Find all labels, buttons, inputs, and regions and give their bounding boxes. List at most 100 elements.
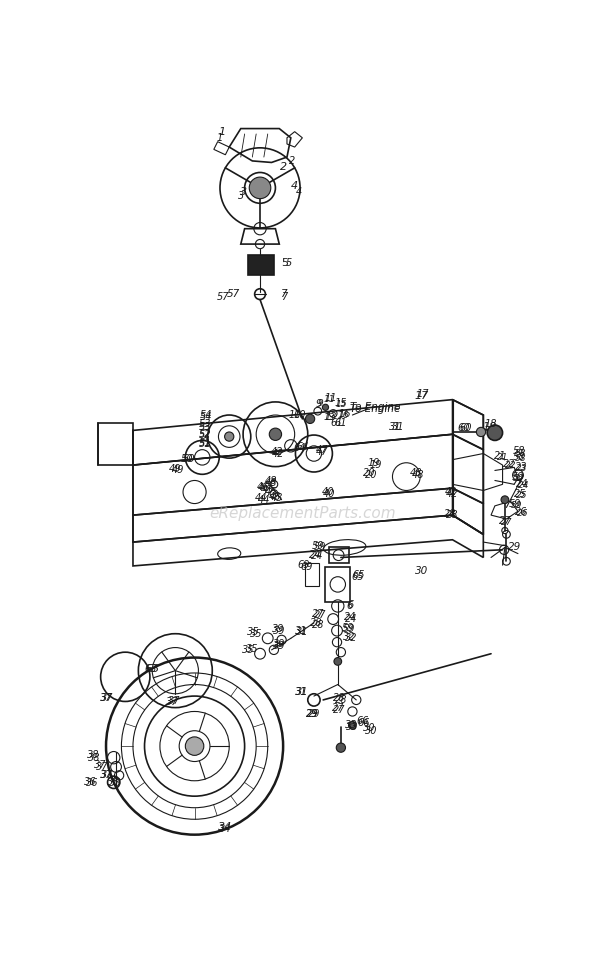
Text: 69: 69: [297, 560, 309, 570]
Text: 60: 60: [460, 424, 472, 433]
Text: 1: 1: [217, 133, 223, 142]
Text: 20: 20: [363, 467, 376, 478]
Text: 52: 52: [198, 430, 211, 440]
Text: 9: 9: [317, 399, 323, 408]
Text: 48: 48: [266, 476, 278, 487]
Text: 43: 43: [271, 493, 283, 503]
Text: 64: 64: [296, 443, 309, 452]
Text: 32: 32: [343, 632, 356, 641]
Text: 59: 59: [513, 473, 525, 483]
Text: 31: 31: [296, 627, 309, 637]
Text: 31: 31: [294, 625, 307, 636]
Text: 50: 50: [183, 454, 195, 464]
Circle shape: [476, 427, 486, 437]
Text: 34: 34: [219, 823, 232, 834]
Text: 2: 2: [280, 163, 287, 172]
Text: 24: 24: [517, 482, 529, 490]
Text: 29: 29: [307, 708, 320, 719]
Text: 4: 4: [296, 186, 301, 197]
Text: 42: 42: [272, 448, 285, 459]
Text: 22: 22: [503, 459, 515, 468]
Text: 57: 57: [217, 293, 230, 302]
Text: 22: 22: [504, 461, 516, 469]
Circle shape: [349, 722, 356, 729]
Text: 44: 44: [258, 494, 270, 505]
Text: 21: 21: [494, 451, 507, 461]
Circle shape: [336, 743, 346, 752]
Text: 37: 37: [100, 770, 112, 779]
Text: 66: 66: [358, 718, 371, 728]
Text: 42: 42: [271, 447, 283, 457]
Text: 29: 29: [507, 542, 521, 553]
Text: 2: 2: [289, 156, 296, 166]
Text: 24: 24: [516, 479, 529, 489]
Bar: [329, 548, 349, 563]
Bar: [304, 563, 319, 586]
Text: 59: 59: [342, 622, 354, 633]
Text: 49: 49: [171, 466, 184, 475]
Text: 35: 35: [242, 645, 255, 655]
Text: 28: 28: [333, 692, 346, 703]
Text: 31: 31: [296, 687, 309, 697]
Text: 17: 17: [417, 389, 430, 400]
Text: 25: 25: [514, 489, 526, 499]
Text: 31: 31: [389, 422, 401, 431]
Text: 48: 48: [410, 467, 422, 478]
Circle shape: [334, 658, 342, 665]
Text: 17: 17: [415, 391, 429, 401]
Text: 28: 28: [310, 618, 323, 628]
Text: 24: 24: [311, 551, 323, 561]
Text: 10: 10: [294, 410, 306, 420]
Text: 43: 43: [269, 491, 281, 502]
Text: 59: 59: [509, 499, 521, 509]
Text: 37: 37: [101, 771, 114, 780]
Text: 16: 16: [339, 409, 351, 420]
Text: 27: 27: [499, 516, 511, 527]
Text: 47: 47: [316, 445, 328, 455]
Text: 66: 66: [356, 716, 369, 726]
Text: 63: 63: [145, 664, 159, 674]
Text: 45: 45: [266, 487, 278, 497]
Circle shape: [225, 432, 234, 442]
Text: 47: 47: [316, 447, 328, 457]
Text: 53: 53: [198, 420, 211, 429]
Text: 25: 25: [516, 491, 527, 500]
Text: 46: 46: [258, 483, 270, 493]
Text: 53: 53: [198, 422, 211, 431]
Text: eReplacementParts.com: eReplacementParts.com: [209, 506, 396, 521]
Text: 33: 33: [346, 722, 359, 732]
Text: 15: 15: [335, 400, 347, 409]
Text: 61: 61: [335, 418, 347, 427]
Text: 51: 51: [198, 439, 211, 448]
Text: 28: 28: [335, 695, 347, 705]
Text: 48: 48: [412, 470, 424, 480]
Text: 35: 35: [107, 776, 120, 787]
Text: To Engine: To Engine: [350, 403, 401, 414]
Text: 54: 54: [200, 412, 212, 423]
Text: 39: 39: [273, 641, 286, 651]
Text: 35: 35: [246, 644, 258, 654]
Text: 61: 61: [331, 418, 343, 427]
Text: 26: 26: [517, 510, 529, 518]
Circle shape: [249, 177, 271, 199]
Text: 11: 11: [324, 393, 337, 403]
Text: 28: 28: [444, 509, 457, 518]
Text: 7: 7: [281, 293, 288, 302]
Text: 29: 29: [306, 708, 319, 719]
Text: 34: 34: [218, 822, 232, 832]
Text: 58: 58: [514, 454, 526, 464]
Text: 24: 24: [344, 612, 356, 621]
Text: 7: 7: [280, 289, 286, 299]
Text: 20: 20: [365, 470, 378, 480]
Text: 37: 37: [94, 760, 107, 771]
Text: 65: 65: [352, 570, 365, 580]
Text: 45: 45: [261, 486, 274, 495]
Text: 38: 38: [88, 752, 101, 763]
Text: 23: 23: [516, 465, 527, 473]
Text: 37: 37: [166, 697, 179, 707]
Text: 59: 59: [511, 501, 522, 511]
Text: 31: 31: [294, 687, 307, 697]
Text: 18: 18: [485, 420, 497, 429]
Text: 27: 27: [332, 703, 344, 712]
Text: 13: 13: [324, 412, 337, 423]
